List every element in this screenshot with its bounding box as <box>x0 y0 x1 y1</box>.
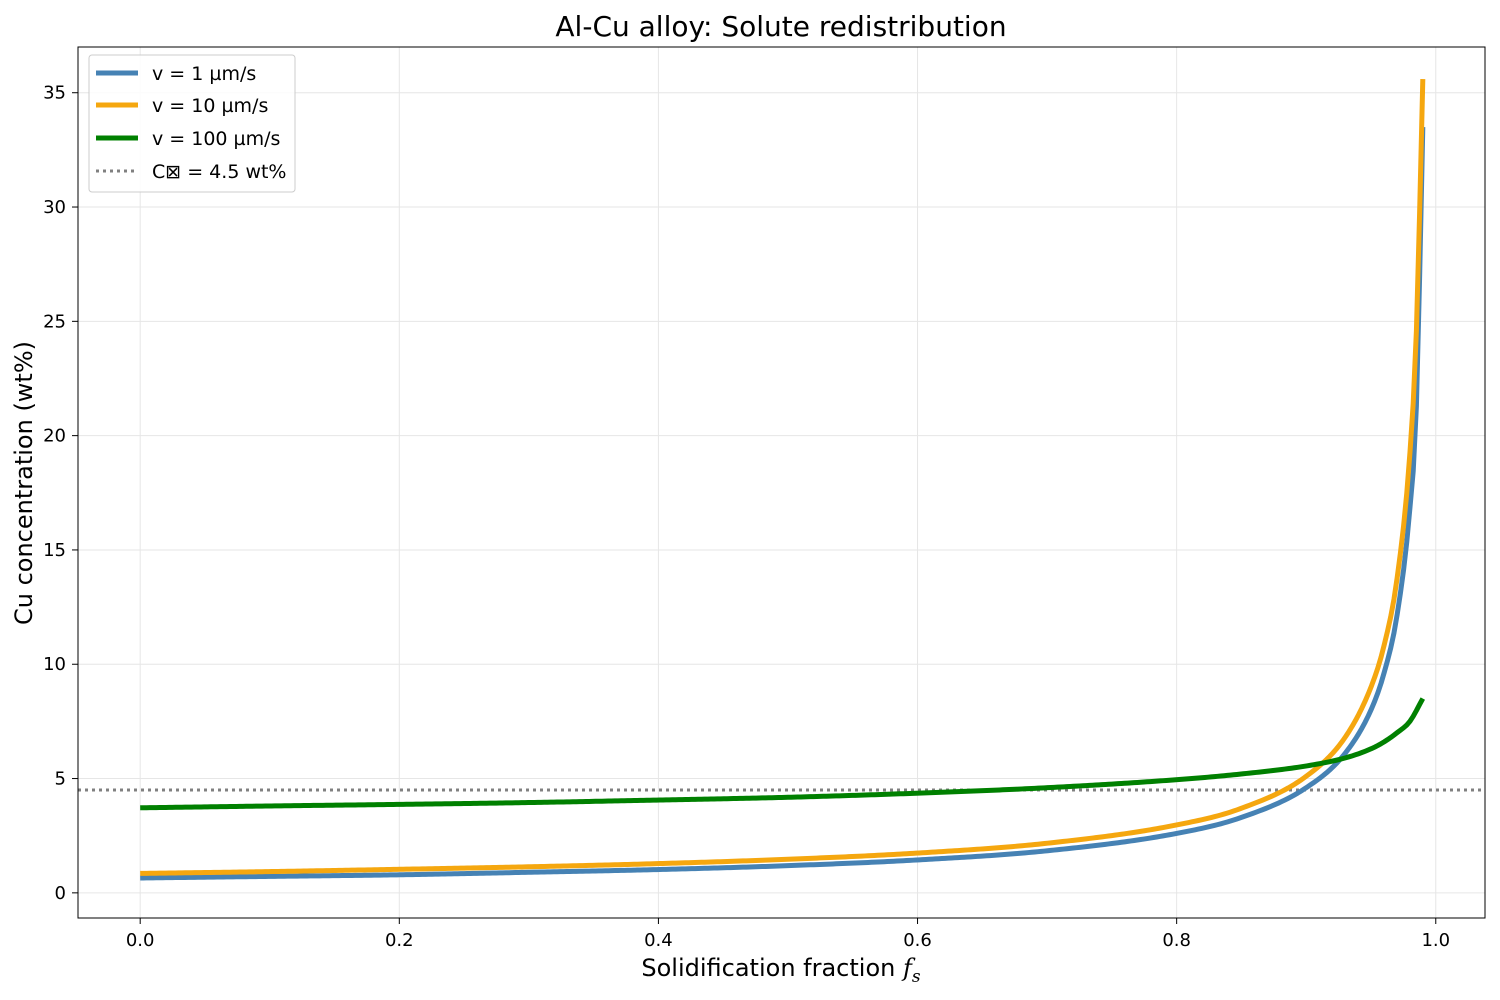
y-tick-label: 0 <box>55 883 66 904</box>
legend-label-series-2: v = 10 µm/s <box>152 95 268 117</box>
series-line-3 <box>140 697 1426 811</box>
y-tick-label: 5 <box>55 769 66 790</box>
legend-label-series-3: v = 100 µm/s <box>152 128 280 150</box>
series-line-1 <box>140 126 1426 881</box>
x-axis-title-text: Solidification fraction <box>641 954 895 982</box>
y-axis-ticks: 0 5 10 15 20 25 30 35 <box>43 83 78 904</box>
x-tick-label: 0.2 <box>385 930 414 951</box>
y-axis-title: Cu concentration (wt%) <box>10 341 38 625</box>
legend-label-reference: C⊠ = 4.5 wt% <box>152 161 286 183</box>
x-axis-title: Solidification fraction fs <box>641 954 921 987</box>
y-tick-label: 15 <box>43 540 66 561</box>
x-tick-label: 0.6 <box>903 930 932 951</box>
series-line-2 <box>140 78 1426 876</box>
x-tick-label: 0.8 <box>1162 930 1191 951</box>
x-tick-label: 0.4 <box>644 930 673 951</box>
y-tick-label: 30 <box>43 197 66 218</box>
y-tick-label: 25 <box>43 311 66 332</box>
legend-box <box>88 54 296 193</box>
chart-title: Al-Cu alloy: Solute redistribution <box>555 10 1006 43</box>
y-tick-label: 20 <box>43 426 66 447</box>
series-layer <box>140 78 1426 881</box>
x-tick-label: 1.0 <box>1421 930 1450 951</box>
plot-frame <box>77 46 1486 919</box>
grid <box>78 47 1485 918</box>
x-axis-ticks: 0.0 0.2 0.4 0.6 0.8 1.0 <box>126 918 1450 951</box>
x-tick-label: 0.0 <box>126 930 155 951</box>
y-tick-label: 10 <box>43 654 66 675</box>
y-tick-label: 35 <box>43 83 66 104</box>
legend: v = 1 µm/s v = 10 µm/s v = 100 µm/s C⊠ =… <box>88 54 296 193</box>
legend-label-series-1: v = 1 µm/s <box>152 63 256 85</box>
x-axis-title-subscript: s <box>912 967 921 987</box>
